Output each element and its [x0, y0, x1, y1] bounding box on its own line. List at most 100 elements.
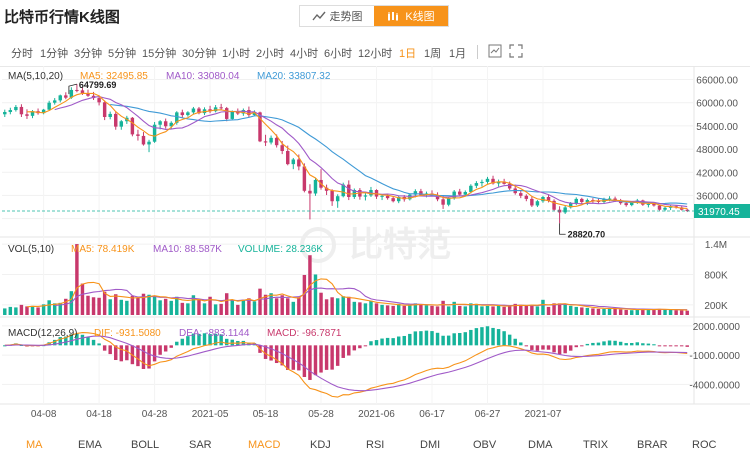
macd-tick-label: -1000.0000: [689, 351, 740, 362]
volume-bar: [480, 306, 484, 315]
macd-histogram-bar: [463, 332, 468, 346]
macd-tick-label: -4000.0000: [689, 380, 740, 391]
indicator-tab[interactable]: KDJ: [310, 439, 331, 451]
indicator-tab[interactable]: DMI: [420, 439, 441, 451]
price-legend-item: MA10: 33080.04: [166, 71, 240, 82]
period-tab-active[interactable]: 1日: [399, 48, 417, 60]
indicator-tab-active[interactable]: MACD: [248, 439, 281, 451]
volume-bar: [191, 295, 196, 315]
period-tab[interactable]: 12小时: [358, 48, 393, 60]
macd-histogram-bar: [119, 345, 124, 362]
candle: [646, 203, 651, 205]
candle: [363, 195, 368, 197]
period-tab[interactable]: 30分钟: [182, 48, 217, 60]
volume-bar: [319, 292, 323, 315]
volume-bar: [413, 303, 418, 315]
volume-bar: [280, 295, 284, 315]
volume-bar: [169, 300, 173, 315]
fullscreen-icon[interactable]: [509, 44, 523, 58]
macd-histogram-bar: [402, 335, 406, 346]
period-tab[interactable]: 1月: [449, 48, 467, 60]
candle: [274, 137, 279, 146]
candle: [380, 195, 384, 197]
period-tab[interactable]: 1周: [424, 48, 442, 60]
period-tab[interactable]: 4小时: [290, 48, 319, 60]
volume-bar: [330, 297, 334, 315]
candle: [458, 191, 462, 195]
macd-histogram-bar: [385, 337, 390, 346]
volume-bar: [47, 300, 51, 315]
candle: [308, 190, 312, 194]
macd-histogram-bar: [618, 341, 623, 346]
kline-chart[interactable]: 比特范 64799.69 28820.70 31970.45 66000.00 60000…: [0, 66, 750, 433]
volume-bar: [141, 293, 146, 315]
macd-histogram-bar: [330, 345, 334, 370]
candle: [435, 195, 440, 200]
chart-settings-icon[interactable]: [488, 44, 502, 58]
candle: [186, 112, 190, 116]
volume-bar: [652, 309, 656, 315]
macd-histogram-bar: [358, 345, 362, 349]
period-tab[interactable]: 1分钟: [40, 48, 69, 60]
candle: [14, 106, 18, 111]
volume-bar: [241, 299, 246, 315]
line-chart-tab[interactable]: 走势图: [300, 6, 374, 26]
x-tick-label: 06-17: [419, 409, 445, 420]
macd-histogram-bar: [313, 345, 318, 376]
kline-chart-tab[interactable]: K线图: [374, 6, 448, 26]
macd-histogram-bar: [363, 345, 368, 347]
indicator-tab[interactable]: BRAR: [637, 439, 668, 451]
period-tab[interactable]: 分时: [11, 48, 33, 60]
candle: [47, 102, 51, 110]
macd-histogram-bar: [108, 345, 112, 355]
period-tab[interactable]: 6小时: [324, 48, 353, 60]
macd-histogram-bar: [219, 334, 223, 346]
indicator-tab[interactable]: ROC: [692, 439, 717, 451]
macd-histogram-bar: [224, 338, 229, 346]
watermark: 比特范: [349, 225, 451, 265]
x-tick-label: 2021-07: [525, 409, 562, 420]
volume-ma10-line: [54, 287, 688, 311]
volume-bar: [119, 299, 124, 315]
volume-bar: [297, 297, 301, 315]
macd-histogram-bar: [430, 331, 434, 346]
macd-histogram-bar: [546, 345, 551, 350]
volume-bar: [252, 301, 257, 315]
macd-histogram-bar: [530, 345, 534, 350]
indicator-tab[interactable]: TRIX: [583, 439, 609, 451]
candle: [119, 121, 124, 127]
volume-tick-label: 1.4M: [705, 240, 727, 251]
volume-bar: [86, 295, 90, 315]
period-tab[interactable]: 3分钟: [74, 48, 103, 60]
macd-histogram-bar: [585, 343, 590, 346]
indicator-tab[interactable]: SAR: [189, 439, 212, 451]
indicator-tab[interactable]: RSI: [366, 439, 385, 451]
indicator-tab[interactable]: BOLL: [131, 439, 160, 451]
macd-histogram-bar: [86, 337, 90, 346]
candle: [541, 196, 545, 202]
macd-histogram-bar: [114, 345, 118, 361]
macd-histogram-bar: [513, 338, 517, 346]
candle: [102, 102, 107, 117]
candle: [152, 124, 157, 142]
volume-bar: [402, 305, 406, 315]
indicator-tab[interactable]: EMA: [78, 439, 102, 451]
macd-legend-item: DIF: -931.5080: [94, 328, 161, 339]
high-price-label: 64799.69: [79, 80, 117, 90]
volume-bar: [541, 299, 545, 315]
macd-dea-line: [4, 335, 688, 392]
indicator-tab-active[interactable]: MA: [26, 439, 43, 451]
macd-histogram-bar: [474, 328, 479, 346]
indicator-tab[interactable]: DMA: [528, 439, 553, 451]
candle: [685, 209, 689, 212]
period-tab[interactable]: 2小时: [256, 48, 285, 60]
period-tab[interactable]: 15分钟: [142, 48, 177, 60]
indicator-tabs: MA EMA BOLL SAR MACD KDJ RSI DMI OBV DMA…: [0, 435, 750, 455]
volume-bar: [463, 306, 468, 315]
period-tab[interactable]: 5分钟: [108, 48, 137, 60]
period-tab[interactable]: 1小时: [222, 48, 251, 60]
indicator-tab[interactable]: OBV: [473, 439, 497, 451]
macd-histogram-bar: [102, 345, 107, 351]
title-bar: 比特币行情K线图 走势图 K线图: [0, 0, 750, 32]
ma5-line: [26, 92, 688, 209]
